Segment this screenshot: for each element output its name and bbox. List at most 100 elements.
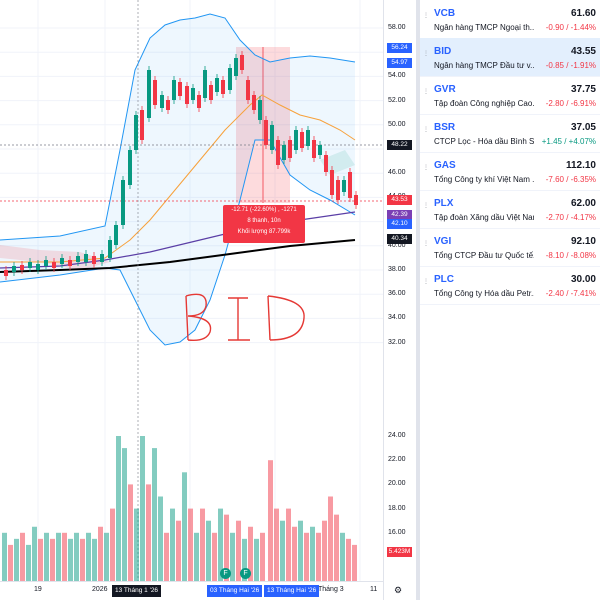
candle-body — [276, 140, 280, 165]
watchlist-row[interactable]: ⋮ BID 43.55 Ngân hàng TMCP Đầu tư v... -0.85… — [420, 38, 600, 77]
volume-bar — [170, 508, 175, 581]
candle-body — [52, 262, 56, 268]
drag-handle-icon[interactable]: ⋮ — [423, 51, 429, 57]
price-label: 56.24 — [387, 43, 412, 53]
volume-bar — [32, 526, 37, 581]
measure-bars: 8 thanh, 10n — [247, 218, 281, 224]
volume-bar — [26, 544, 31, 581]
drag-handle-icon[interactable]: ⋮ — [423, 203, 429, 209]
event-marker-icon[interactable]: F — [220, 568, 231, 579]
volume-bar — [304, 532, 309, 581]
watchlist-row[interactable]: ⋮ BSR 37.05 CTCP Lọc - Hóa dầu Bình S... +1.… — [420, 114, 600, 153]
bollinger-upper — [0, 13, 356, 241]
time-label: 13 Tháng 1 '26 — [112, 585, 162, 597]
volume-label: 5.423M — [387, 547, 412, 557]
candle-body — [324, 155, 328, 172]
volume-tick: 22.00 — [388, 456, 406, 464]
watchlist-symbol: VCB — [434, 8, 456, 19]
price-label: 54.97 — [387, 58, 412, 68]
candle-body — [197, 95, 201, 108]
watchlist-row[interactable]: ⋮ GVR 37.75 Tập đoàn Công nghiệp Cao... -2.8… — [420, 76, 600, 115]
price-tick: 36.00 — [388, 290, 406, 298]
volume-bar — [8, 544, 13, 581]
volume-bar — [98, 526, 103, 581]
event-marker-icon[interactable]: F — [240, 568, 251, 579]
watchlist-symbol: BSR — [434, 122, 456, 133]
measure-volume: Khối lượng 87.799k — [237, 229, 291, 235]
candle-body — [342, 180, 346, 192]
candle-body — [288, 140, 292, 158]
panel-divider[interactable] — [416, 0, 420, 600]
candle-body — [336, 180, 340, 200]
price-tick: 40.00 — [388, 241, 406, 249]
watchlist-company: Tập đoàn Công nghiệp Cao... — [434, 99, 534, 108]
watchlist-company: Tổng Công ty Hóa dầu Petr... — [434, 289, 534, 298]
watchlist-row[interactable]: ⋮ GAS 112.10 Tổng Công ty khí Việt Nam ... -… — [420, 152, 600, 191]
time-scale[interactable]: 19 2026 Tháng 3 11 13 Tháng 1 '26 03 Tháng Ha… — [0, 568, 383, 601]
volume-bar — [20, 532, 25, 581]
watchlist-price: 37.75 — [570, 84, 596, 95]
drag-handle-icon[interactable]: ⋮ — [423, 241, 429, 247]
volume-bar — [62, 532, 67, 581]
price-scale[interactable]: 58.0056.0054.0052.0050.0048.0046.0044.00… — [383, 0, 417, 600]
watchlist-change: -0.90 / -1.44% — [545, 23, 596, 32]
candle-body — [178, 82, 182, 96]
candle-body — [209, 85, 213, 100]
price-chart[interactable]: -12.71 (-22.60%) , -1271 8 thanh, 10n Kh… — [0, 0, 383, 600]
watchlist-price: 43.55 — [570, 46, 596, 57]
volume-bar — [116, 436, 121, 581]
ma-black-line — [0, 239, 356, 273]
price-tick: 52.00 — [388, 96, 406, 104]
watchlist-symbol: PLC — [434, 274, 454, 285]
candle-body — [172, 80, 176, 100]
volume-bar — [236, 520, 241, 581]
watchlist-change: +1.45 / +4.07% — [541, 137, 596, 146]
candle-body — [147, 70, 151, 118]
volume-bar — [352, 544, 357, 581]
candle-body — [153, 80, 157, 105]
candle-body — [354, 195, 358, 205]
candle-body — [36, 264, 40, 270]
candle-body — [252, 95, 256, 110]
candle-body — [92, 256, 96, 264]
price-label: 43.53 — [387, 195, 412, 205]
volume-bar — [274, 508, 279, 581]
handwritten-annotation[interactable] — [178, 288, 308, 348]
drag-handle-icon[interactable]: ⋮ — [423, 165, 429, 171]
volume-bar — [212, 532, 217, 581]
watchlist-row[interactable]: ⋮ PLC 30.00 Tổng Công ty Hóa dầu Petr... -2.… — [420, 266, 600, 305]
candle-body — [128, 150, 132, 185]
candle-body — [234, 58, 238, 76]
candle-body — [191, 88, 195, 100]
time-label: 13 Tháng Hai '26 — [264, 585, 320, 597]
volume-bar — [92, 538, 97, 581]
chart-canvas[interactable] — [0, 0, 383, 581]
ichimoku-cloud — [320, 150, 355, 175]
drag-handle-icon[interactable]: ⋮ — [423, 89, 429, 95]
volume-bar — [182, 472, 187, 581]
drag-handle-icon[interactable]: ⋮ — [423, 127, 429, 133]
candle-body — [215, 78, 219, 92]
volume-bar — [176, 520, 181, 581]
price-tick: 32.00 — [388, 338, 406, 346]
volume-bar — [104, 532, 109, 581]
candle-body — [185, 86, 189, 104]
watchlist-symbol: VGI — [434, 236, 452, 247]
candle-body — [160, 95, 164, 108]
watchlist-company: CTCP Lọc - Hóa dầu Bình S... — [434, 137, 534, 146]
price-tick: 54.00 — [388, 72, 406, 80]
volume-bar — [254, 538, 259, 581]
settings-icon[interactable]: ⚙ — [394, 585, 403, 595]
watchlist-company: Tập đoàn Xăng dầu Việt Nam — [434, 213, 534, 222]
watchlist-row[interactable]: ⋮ PLX 62.00 Tập đoàn Xăng dầu Việt Nam -2.70… — [420, 190, 600, 229]
drag-handle-icon[interactable]: ⋮ — [423, 279, 429, 285]
watchlist-row[interactable]: ⋮ VCB 61.60 Ngân hàng TMCP Ngoại th... -0.90… — [420, 0, 600, 39]
watchlist-row[interactable]: ⋮ VGI 92.10 Tổng CTCP Đầu tư Quốc tế... -8.1… — [420, 228, 600, 267]
candle-body — [84, 254, 88, 262]
watchlist-change: -0.85 / -1.91% — [545, 61, 596, 70]
drag-handle-icon[interactable]: ⋮ — [423, 13, 429, 19]
watchlist-company: Tổng Công ty khí Việt Nam ... — [434, 175, 534, 184]
volume-bar — [146, 484, 151, 581]
measure-change: -12.71 (-22.60%) , -1271 — [231, 207, 297, 213]
candle-body — [228, 68, 232, 90]
